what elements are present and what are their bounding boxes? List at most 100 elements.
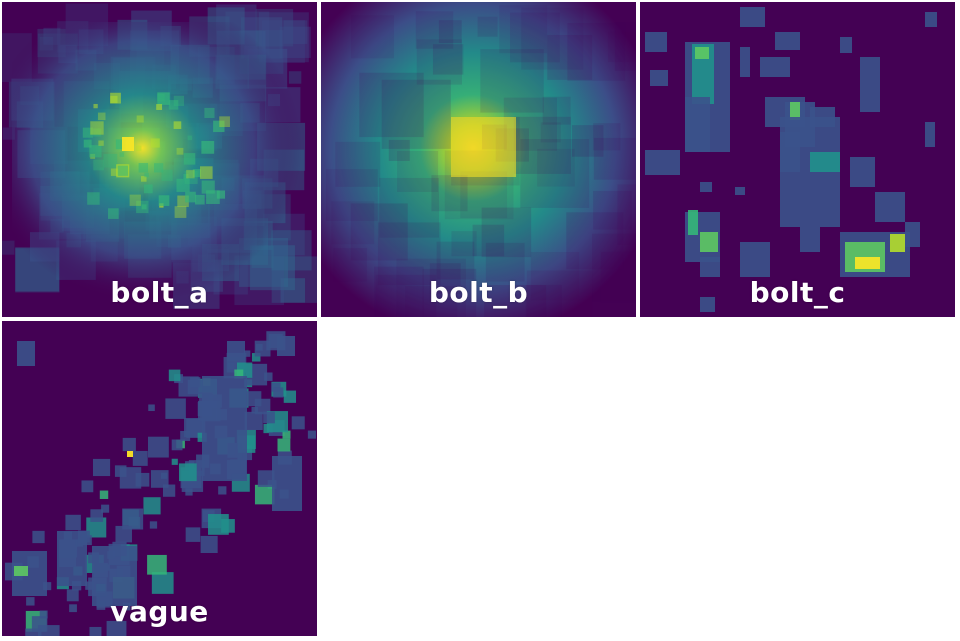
heat-box bbox=[251, 353, 261, 362]
heat-box bbox=[168, 369, 181, 382]
heat-box bbox=[377, 222, 441, 286]
heat-box bbox=[57, 531, 87, 586]
heat-box bbox=[251, 406, 258, 414]
heat-box bbox=[525, 284, 562, 317]
heat-speckle bbox=[185, 191, 196, 203]
heat-box bbox=[800, 227, 820, 252]
heat-speckle bbox=[138, 163, 149, 173]
heat-box bbox=[115, 525, 132, 543]
heat-speckle bbox=[173, 121, 182, 129]
heat-speckle bbox=[213, 120, 225, 133]
heat-box bbox=[277, 438, 291, 452]
heat-box bbox=[416, 39, 462, 85]
heat-box bbox=[184, 417, 204, 438]
heat-box bbox=[271, 382, 281, 392]
heat-box bbox=[151, 572, 174, 594]
heat-box bbox=[333, 248, 367, 282]
heat-box bbox=[66, 589, 79, 602]
heat-box bbox=[481, 207, 532, 258]
heat-box bbox=[39, 610, 48, 619]
heat-box bbox=[614, 22, 636, 71]
image-tile-bolt-c: bolt_c bbox=[639, 1, 956, 318]
heat-speckle bbox=[187, 135, 193, 141]
heat-speckle bbox=[153, 163, 164, 173]
heat-speckle bbox=[158, 195, 170, 206]
heat-box bbox=[179, 463, 197, 482]
heat-box bbox=[429, 263, 461, 295]
heat-speckle bbox=[14, 566, 28, 576]
heat-box bbox=[165, 398, 186, 419]
heat-speckle bbox=[143, 184, 153, 194]
heat-box bbox=[431, 175, 468, 212]
heat-box bbox=[307, 430, 316, 439]
tile-label: bolt_c bbox=[749, 276, 846, 309]
heat-box bbox=[254, 484, 275, 505]
heat-box bbox=[566, 212, 624, 270]
heat-box bbox=[234, 369, 244, 379]
heat-box bbox=[775, 32, 800, 50]
heat-speckle bbox=[135, 145, 142, 152]
heat-box bbox=[291, 416, 305, 430]
heat-box bbox=[925, 12, 937, 27]
heat-speckle bbox=[141, 204, 147, 210]
heatmap-bolt-c bbox=[640, 2, 955, 317]
heat-speckle bbox=[206, 190, 220, 204]
heat-box bbox=[227, 341, 245, 361]
heat-speckle bbox=[161, 169, 173, 181]
heat-box bbox=[200, 535, 218, 553]
heat-box bbox=[542, 96, 571, 125]
heat-box bbox=[202, 376, 247, 481]
heat-box bbox=[81, 480, 94, 493]
heat-box bbox=[32, 530, 45, 544]
heat-box bbox=[277, 336, 295, 356]
heat-box bbox=[37, 625, 60, 636]
heat-box bbox=[521, 7, 584, 70]
heat-box bbox=[905, 222, 920, 247]
heat-speckle bbox=[176, 147, 184, 155]
heat-box bbox=[359, 72, 424, 138]
heat-speckle bbox=[150, 138, 160, 148]
heat-box bbox=[593, 123, 621, 151]
heat-box bbox=[460, 171, 508, 219]
heat-box bbox=[31, 616, 48, 632]
heat-box bbox=[790, 102, 800, 120]
heat-box bbox=[547, 34, 593, 80]
heat-box bbox=[520, 139, 590, 208]
heat-speckle bbox=[157, 93, 165, 102]
heat-speckle bbox=[103, 153, 118, 168]
heat-box bbox=[375, 274, 437, 317]
heat-speckle bbox=[97, 112, 106, 121]
heat-speckle bbox=[93, 128, 102, 137]
heat-speckle bbox=[93, 103, 98, 109]
heat-speckle bbox=[183, 173, 189, 180]
heat-box bbox=[591, 233, 636, 302]
heat-peak bbox=[451, 117, 516, 177]
heat-speckle bbox=[110, 168, 119, 176]
heat-box bbox=[593, 190, 632, 230]
heat-box bbox=[254, 340, 271, 357]
heat-box bbox=[695, 47, 709, 59]
heat-box bbox=[243, 350, 251, 357]
heat-box bbox=[89, 626, 102, 636]
image-tile-bolt-a: bolt_a bbox=[1, 1, 318, 318]
heat-speckle bbox=[219, 116, 230, 128]
heat-peak bbox=[122, 137, 134, 151]
heatmap-bolt-a bbox=[2, 2, 317, 317]
heat-box bbox=[432, 44, 464, 75]
heat-speckle bbox=[204, 107, 215, 118]
heat-speckle bbox=[156, 104, 163, 110]
heat-speckle bbox=[157, 92, 170, 105]
heat-speckle bbox=[184, 170, 198, 185]
heat-box bbox=[688, 210, 698, 235]
heat-speckle bbox=[177, 195, 189, 208]
heat-speckle bbox=[176, 178, 190, 192]
heat-box bbox=[740, 47, 750, 77]
heat-box bbox=[650, 70, 668, 86]
heat-box bbox=[69, 604, 77, 613]
heat-speckle bbox=[108, 208, 119, 219]
heat-box bbox=[422, 268, 477, 317]
heat-box bbox=[2, 127, 15, 140]
heat-box bbox=[149, 521, 158, 529]
heat-box bbox=[2, 240, 15, 255]
heat-box bbox=[405, 286, 458, 317]
